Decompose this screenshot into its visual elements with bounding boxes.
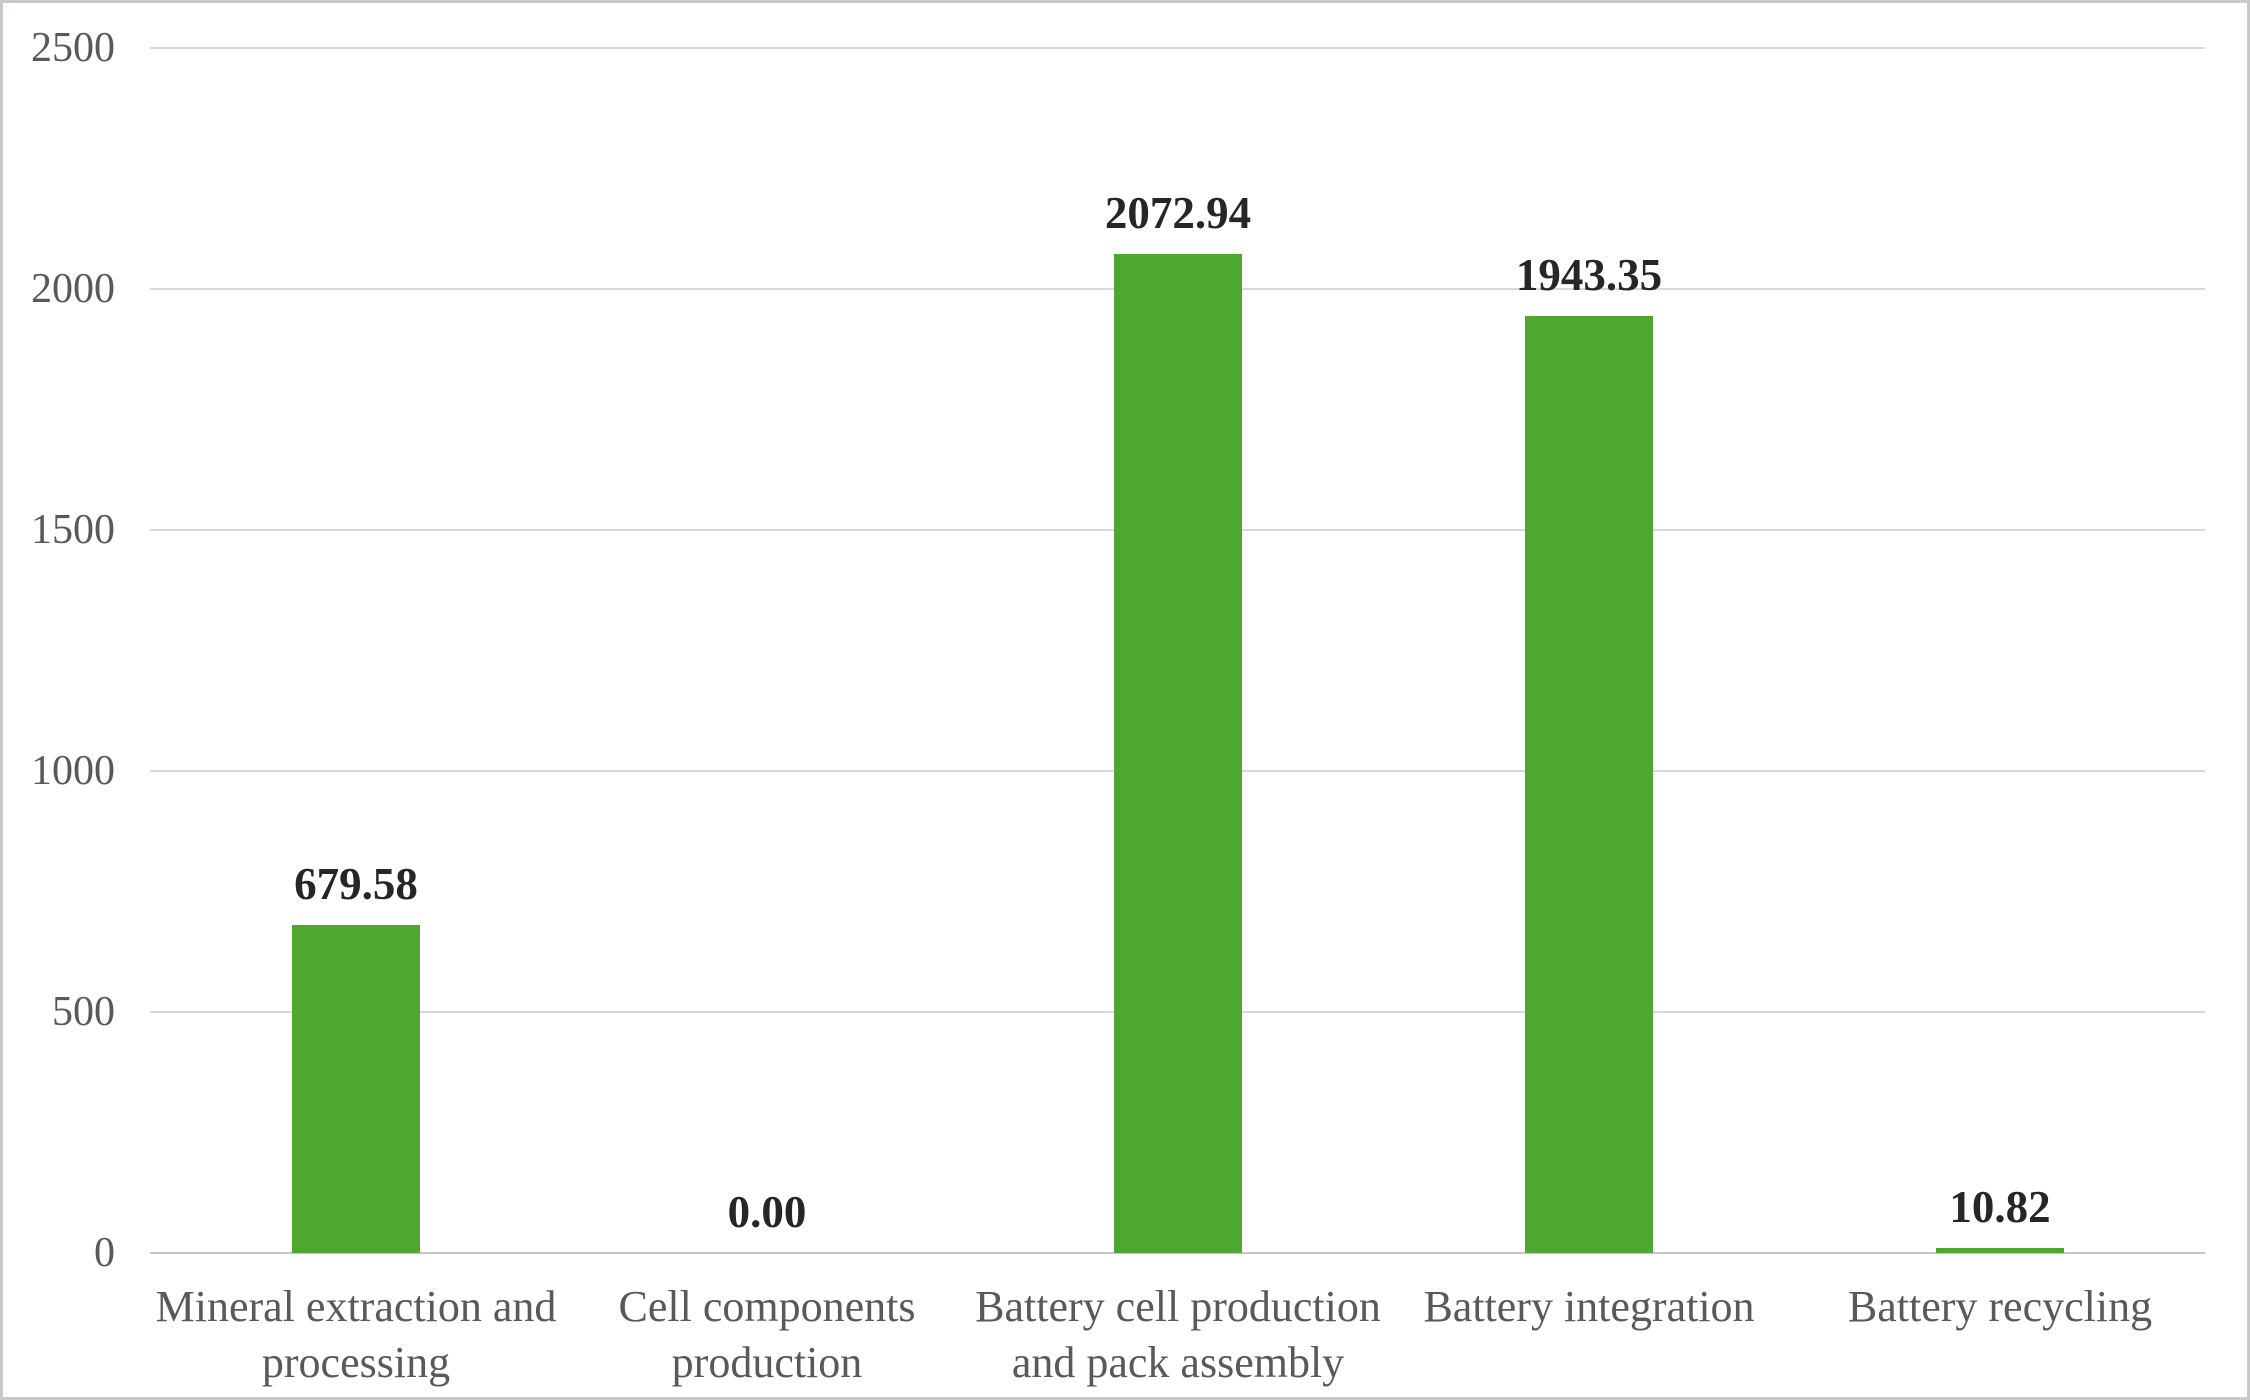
bar-value-label: 0.00: [727, 1187, 807, 1237]
y-axis-tick-label: 0: [94, 1230, 115, 1276]
bar-value-label: 1943.35: [1515, 250, 1663, 300]
x-axis-category-label-line: Battery cell production: [975, 1282, 1381, 1331]
x-axis-category-label-line: Cell components: [618, 1282, 916, 1331]
y-axis-tick-label: 1500: [31, 507, 115, 553]
x-axis-category-label: Mineral extraction and processing: [96, 1279, 616, 1391]
y-axis-tick-label: 1000: [31, 748, 115, 794]
bar: [292, 925, 420, 1253]
y-axis-tick-label: 500: [52, 989, 115, 1035]
x-axis-category-label: Battery integration: [1329, 1279, 1849, 1335]
x-axis-category-label: Battery recycling: [1740, 1279, 2250, 1335]
bar: [1525, 316, 1653, 1253]
x-axis-line: [150, 1252, 2205, 1254]
bar: [1936, 1248, 2064, 1253]
y-axis-tick-label: 2000: [31, 266, 115, 312]
x-axis-category-label-line: and pack assembly: [1011, 1338, 1345, 1387]
x-axis-category-label-line: Battery recycling: [1847, 1282, 2153, 1331]
x-axis-category-label: Cell components production: [507, 1279, 1027, 1391]
bar-value-label: 679.58: [294, 859, 418, 909]
x-axis-category-label-line: Mineral extraction and: [155, 1282, 557, 1331]
x-axis-category-label: Battery cell production and pack assembly: [918, 1279, 1438, 1391]
x-axis-category-label-line: processing: [261, 1338, 451, 1387]
bar: [1114, 254, 1242, 1253]
x-axis-category-label-line: production: [671, 1338, 863, 1387]
y-axis-tick-label: 2500: [31, 25, 115, 71]
bar-value-label: 10.82: [1949, 1182, 2051, 1232]
gridline: [150, 47, 2205, 49]
x-axis-category-label-line: Battery integration: [1423, 1282, 1755, 1331]
bar-value-label: 2072.94: [1104, 188, 1252, 238]
